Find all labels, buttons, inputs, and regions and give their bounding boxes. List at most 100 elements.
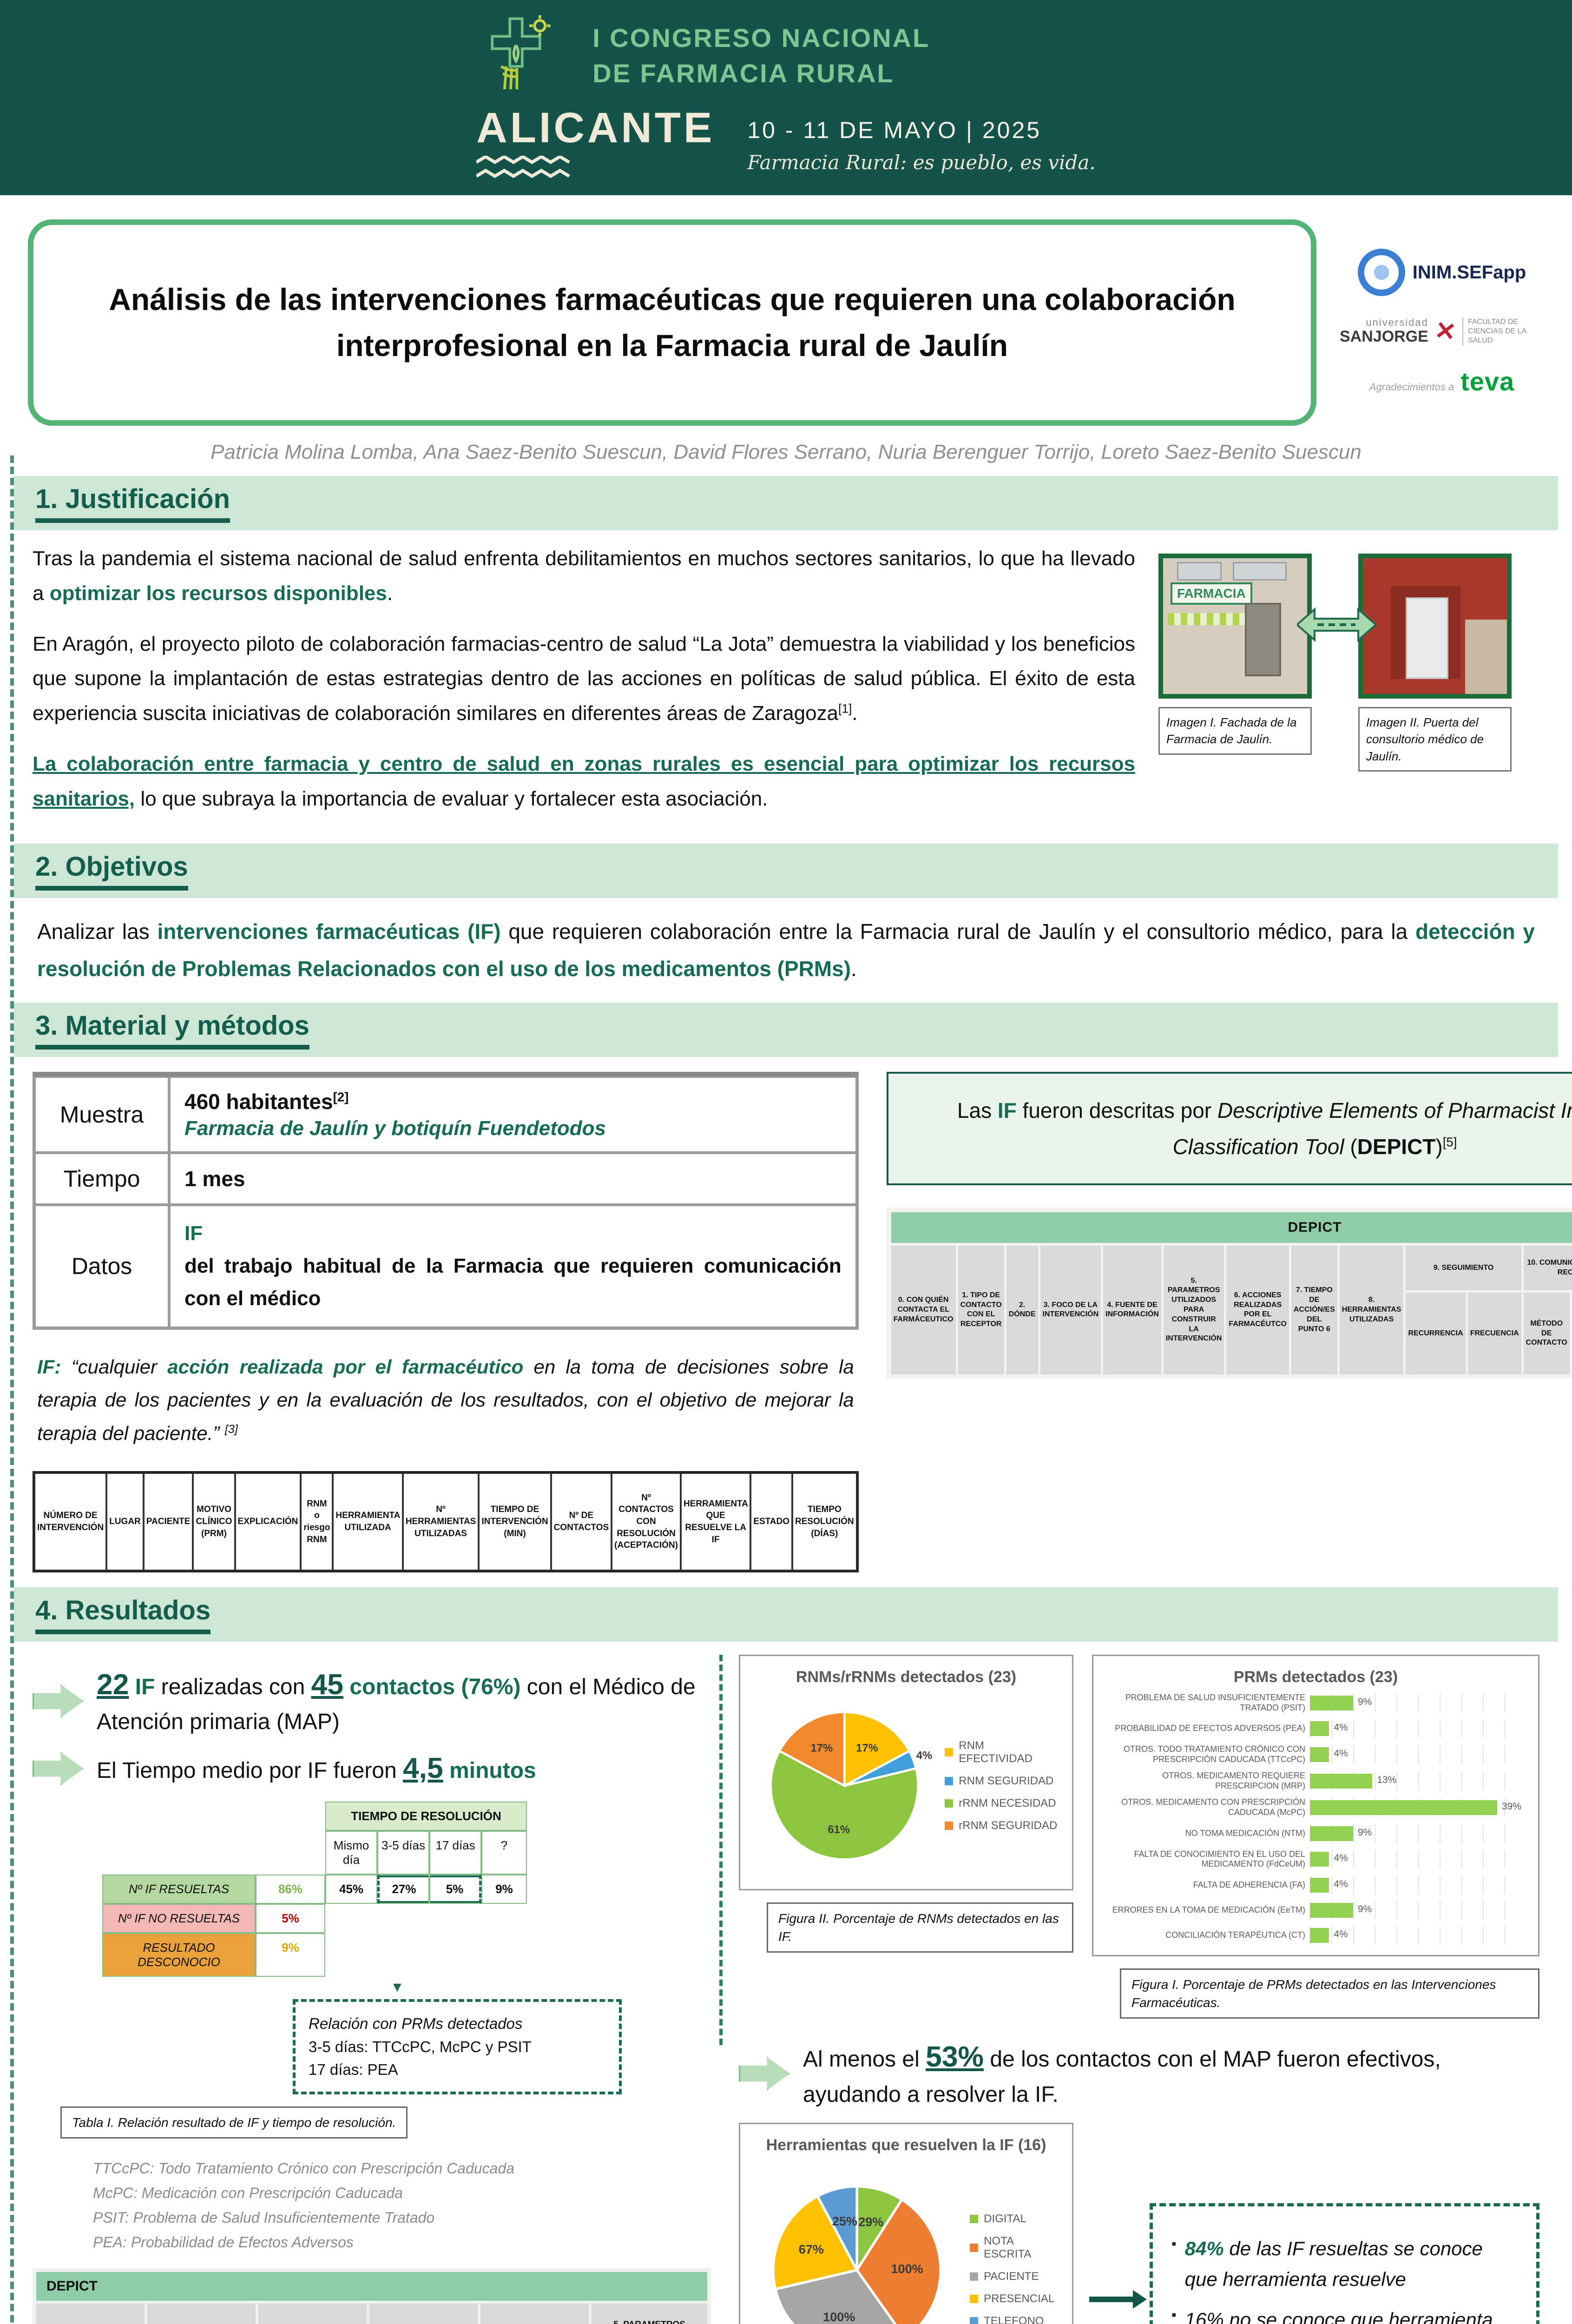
table-cell [481,1933,527,1977]
depict-column-header: 3. FOCO DE LA INTERVENCIÓN [369,2304,478,2324]
text-segment: [1] [838,701,852,716]
section-resultados-header: 4. Resultados [14,1587,1558,1642]
photo-consultorio-caption: Imagen II. Puerta del consultorio médico… [1358,707,1512,772]
depict-overview-column-header: 2. DÓNDE [1006,1245,1038,1374]
text-segment: Al menos el [803,2047,926,2072]
table-cell: 3-5 días [377,1831,429,1875]
table-row-label: Muestra [34,1076,169,1153]
bullet-icon: ▪ [1171,2236,1177,2252]
pie-slice-label: 29% [858,2215,883,2229]
bar-value-label: 39% [1501,1801,1522,1812]
text-segment: “cualquier [71,1355,168,1378]
justificacion-photos: FARMACIA Imagen I. Fachada de la Farmaci… [1158,541,1539,832]
table-column-header: HERRAMIENTA QUE RESUELVE LA IF [680,1472,751,1571]
text-segment: intervenciones farmacéuticas (IF) [157,919,501,944]
depict-description-box: Las IF fueron descritas por Descriptive … [886,1071,1572,1185]
photo-farmacia-caption: Imagen I. Fachada de la Farmacia de Jaul… [1158,707,1312,755]
text-segment: de los contactos con el MAP fueron efect… [803,2047,1441,2107]
callout-line: Relación con PRMs detectados [309,2015,523,2033]
depict-overview-column-header: 4. FUENTE DE INFORMACIÓN [1103,1245,1161,1374]
table-column-header: HERRAMIENTA UTILIZADA [333,1472,403,1571]
text-segment: El Tiempo medio por IF fueron [97,1758,403,1783]
legend-swatch [945,1776,954,1785]
pie-slice-label: 17% [811,1742,833,1754]
inim-sefapp-logo: INIM.SEFapp [1357,249,1526,296]
text-segment [129,1675,135,1699]
depict-overview-subheader: FRECUENCIA [1467,1292,1521,1374]
bar-row: FALTA DE CONOCIMIENTO EN EL USO DEL MEDI… [1105,1849,1526,1869]
bar-category-label: PROBLEMA DE SALUD INSUFICIENTEMENTE TRAT… [1125,1692,1305,1712]
farmacia-sign: FARMACIA [1171,582,1252,605]
text-segment: [5] [1442,1135,1457,1149]
table-cell: RESULTADO DESCONOCIO [102,1933,256,1977]
tabla-tiempo-resolucion: TIEMPO DE RESOLUCIÓN Mismo día 3-5 días 17 … [33,1802,711,1977]
depict-column: 1. TIPO DE CONTACTO CON EL RECEPTOR1.01 … [147,2304,256,2324]
prms-callout-box: Relación con PRMs detectados 3-5 días: TT… [293,1999,622,2094]
metodos-left-column: Muestra 460 habitantes[2] Farmacia de Ja… [33,1071,859,1572]
table-cell: 5% [429,1875,481,1904]
pie-slice-label: 100% [891,2262,923,2276]
congress-city: ALICANTE [476,104,715,152]
metodos-right-column: Las IF fueron descritas por Descriptive … [886,1071,1572,1572]
table-column-header: EXPLICACIÓN [235,1472,301,1571]
text-segment: . [852,702,858,725]
pie-chart-rnms: RNMs/rRNMs detectados (23) 17% 4% 61% 17% RNM… [739,1654,1073,1890]
legend-item: rRNM NECESIDAD [945,1797,1060,1810]
pie-plot: 29% 100% 100% 67% 25% [772,2185,942,2324]
text-segment: Tras la pandemia el sistema nacional de … [33,547,1135,605]
abbreviation-line: TTCcPC: Todo Tratamiento Crónico con Pre… [93,2160,515,2177]
pie-slice [855,2198,942,2324]
table-row-value: 1 mes [169,1152,857,1205]
bar-row: OTROS. MEDICAMENTO REQUIERE PRESCRIPCION… [1105,1771,1526,1791]
legend-swatch [970,2295,979,2304]
table-cell [481,1904,527,1933]
text-segment [443,1758,449,1783]
photo-consultorio [1358,554,1512,699]
table-cell [429,1904,481,1933]
figura1-caption: Figura I. Porcentaje de PRMs detectados … [1120,1968,1539,2019]
objetivos-text: Analizar las intervenciones farmacéutica… [0,906,1572,994]
depict-column-header: 0. CON QUIÉN CONTACTA EL FARMÁCEUTICO [36,2304,145,2324]
muestra-table: Muestra 460 habitantes[2] Farmacia de Ja… [33,1071,859,1330]
callout-line: 17 días: PEA [309,2061,398,2079]
bar-category-label: PROBABILIDAD DE EFECTOS ADVERSOS (PEA) [1115,1723,1305,1733]
arrow-right-icon [33,1684,84,1718]
paragraph: La colaboración entre farmacia y centro … [33,747,1135,817]
if-definition-quote: IF: “cualquier acción realizada por el f… [37,1350,854,1450]
table-cell: Nº IF NO RESUELTAS [102,1904,256,1934]
abbreviations-list: TTCcPC: Todo Tratamiento Crónico con Pre… [93,2156,711,2254]
resultados-left-column: 22 IF realizadas con 45 contactos (76%) … [33,1655,711,2324]
table-cell [102,1802,256,1831]
congress-dates: 10 - 11 DE MAYO | 2025 [747,117,1042,143]
table-column-header: MOTIVO CLÍNICO (PRM) [193,1472,235,1571]
text-segment: Descriptive Elements of Pharmacist Inter… [1172,1098,1572,1159]
bar-row: FALTA DE ADHERENCIA (FA) 4% [1105,1875,1526,1895]
legend-swatch [970,2215,979,2224]
text-segment: con el Médico de Atención primaria (MAP) [97,1674,696,1735]
depict-overview-group: 9. SEGUIMIENTO RECURRENCIA FRECUENCIA [1406,1245,1521,1374]
text-segment: detección y resolución de Problemas Rela… [37,919,1535,981]
teva-logo: Agradecimientos a teva [1369,367,1515,396]
bar-value-label: 13% [1377,1774,1397,1785]
justificacion-text: Tras la pandemia el sistema nacional de … [33,541,1135,832]
finding-contactos: 22 IF realizadas con 45 contactos (76%) … [33,1664,711,1738]
callout-line: 3-5 días: TTCcPC, McPC y PSIT [309,2038,532,2055]
text-segment: optimizar los recursos disponibles [49,581,387,605]
bar-row: OTROS. MEDICAMENTO CON PRESCRIPCIÓN CADU… [1105,1797,1526,1817]
table-cell: ? [481,1831,527,1875]
table-column-header: Nº DE CONTACTOS [551,1472,612,1571]
pie-slice [770,1749,919,1861]
legend-item: rRNM SEGURIDAD [945,1819,1060,1832]
text-segment: En Aragón, el proyecto piloto de colabor… [33,632,1135,725]
bar-value-label: 4% [1334,1853,1348,1864]
text-segment: 53% [926,2041,984,2073]
pie-slice-label: 25% [832,2215,857,2229]
text-segment: La colaboración entre farmacia y centro … [33,752,1135,810]
text-segment: . [851,957,857,981]
depict-overview-column-header: 7. TIEMPO DE ACCIÓN/ES DEL PUNTO 6 [1291,1245,1337,1374]
abbreviation-line: McPC: Medicación con Prescripción Caduca… [93,2184,403,2201]
pie-slice-label: 61% [828,1823,850,1836]
legend-item: PACIENTE [970,2270,1060,2283]
bar-row: PROBABILIDAD DE EFECTOS ADVERSOS (PEA) 4% [1105,1719,1526,1738]
legend-swatch [970,2272,979,2281]
